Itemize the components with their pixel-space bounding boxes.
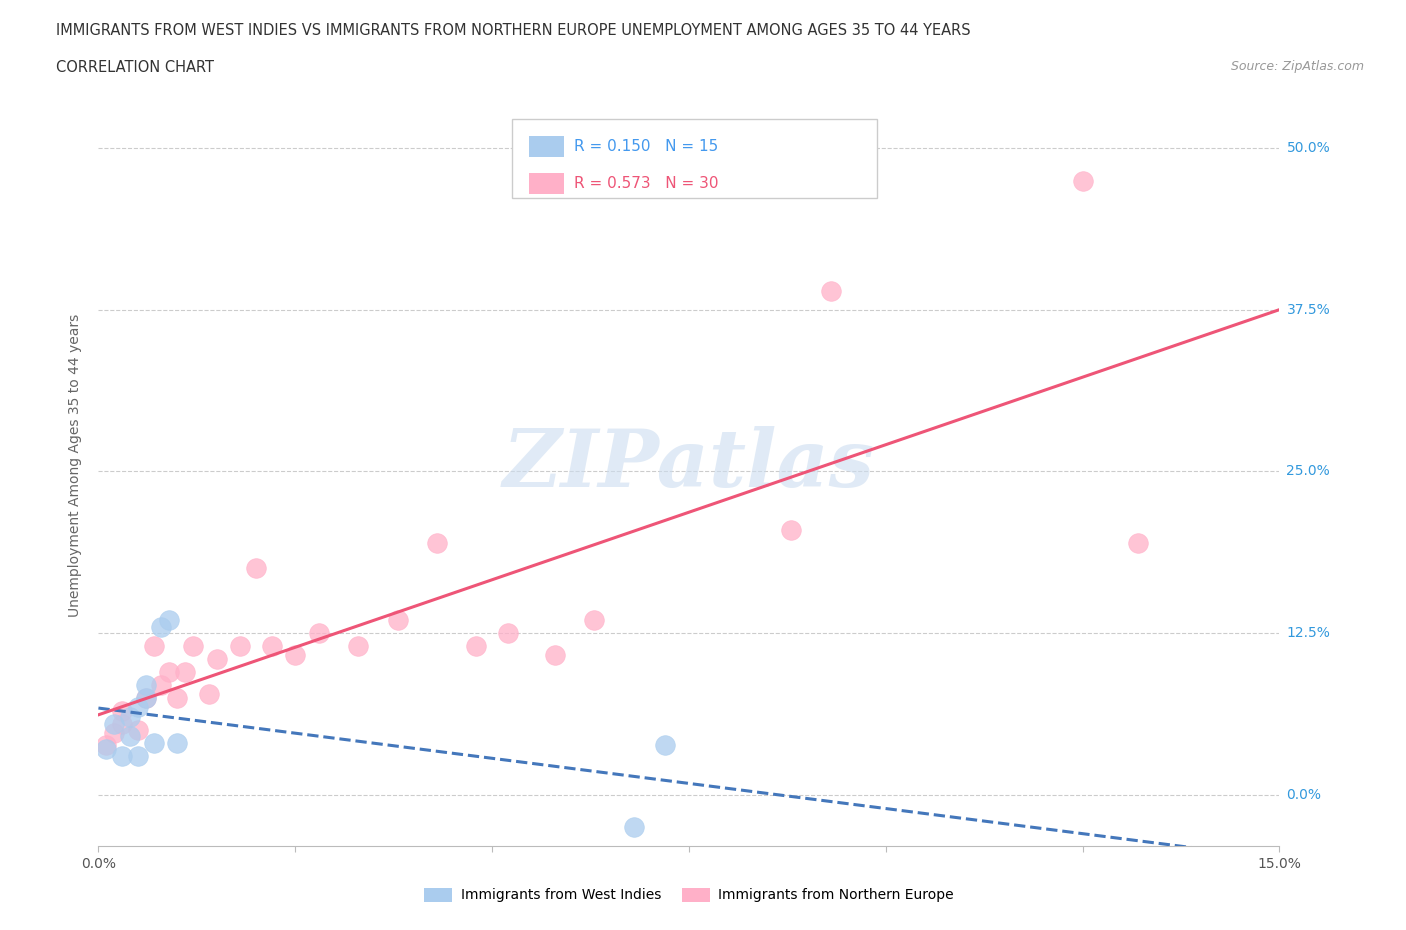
Text: CORRELATION CHART: CORRELATION CHART [56,60,214,75]
Point [465,639,488,654]
Point [544,647,567,662]
Point [181,639,204,654]
Point [150,619,173,634]
Text: R = 0.573   N = 30: R = 0.573 N = 30 [574,176,718,191]
Point [229,639,252,654]
Point [111,749,134,764]
Text: IMMIGRANTS FROM WEST INDIES VS IMMIGRANTS FROM NORTHERN EUROPE UNEMPLOYMENT AMON: IMMIGRANTS FROM WEST INDIES VS IMMIGRANT… [56,23,972,38]
Y-axis label: Unemployment Among Ages 35 to 44 years: Unemployment Among Ages 35 to 44 years [69,313,83,617]
Point [780,522,803,537]
Point [496,626,519,641]
Point [1071,173,1094,188]
Point [157,613,180,628]
Point [623,819,645,834]
Text: 37.5%: 37.5% [1286,303,1330,317]
Point [583,613,606,628]
Point [166,736,188,751]
Point [1126,535,1149,550]
Point [127,749,149,764]
Point [260,639,283,654]
Point [111,716,134,731]
Point [118,710,141,724]
Text: R = 0.150   N = 15: R = 0.150 N = 15 [574,139,718,153]
Text: 25.0%: 25.0% [1286,464,1330,478]
Point [96,738,118,753]
Point [197,686,219,701]
Legend: Immigrants from West Indies, Immigrants from Northern Europe: Immigrants from West Indies, Immigrants … [419,882,959,908]
Point [103,725,125,740]
Point [111,703,134,718]
Text: 0.0%: 0.0% [1286,788,1322,802]
Point [174,664,197,679]
Point [118,729,141,744]
Point [127,723,149,737]
Point [166,690,188,705]
Point [142,639,165,654]
Point [347,639,370,654]
Point [205,651,228,666]
Point [142,736,165,751]
Text: Source: ZipAtlas.com: Source: ZipAtlas.com [1230,60,1364,73]
Text: ZIPatlas: ZIPatlas [503,426,875,504]
Point [135,690,157,705]
Point [387,613,409,628]
Point [96,742,118,757]
Point [157,664,180,679]
Point [308,626,330,641]
Point [426,535,449,550]
Point [820,283,842,298]
Text: 50.0%: 50.0% [1286,141,1330,155]
Point [135,677,157,692]
Point [284,647,307,662]
Point [135,690,157,705]
Point [150,677,173,692]
Point [127,699,149,714]
Text: 12.5%: 12.5% [1286,626,1330,640]
Point [654,738,676,753]
Point [245,561,267,576]
Point [103,716,125,731]
